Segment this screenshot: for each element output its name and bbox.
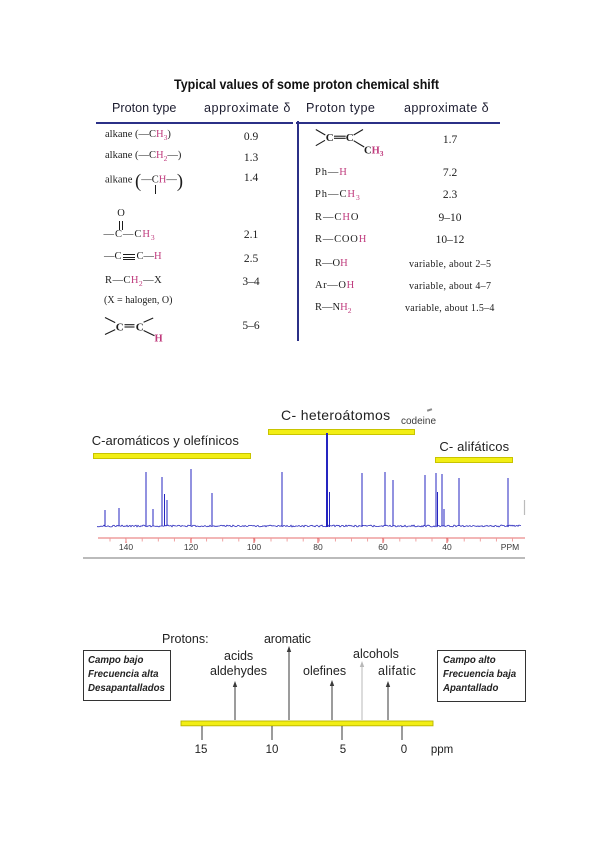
svg-text:10: 10	[266, 744, 279, 756]
svg-text:C: C	[326, 132, 334, 144]
svg-text:PPM: PPM	[501, 542, 519, 552]
svg-text:CH3: CH3	[364, 146, 384, 158]
svg-text:40: 40	[442, 542, 452, 552]
svg-text:C: C	[116, 322, 124, 334]
svg-text:120: 120	[184, 542, 198, 552]
svg-text:80: 80	[313, 542, 323, 552]
svg-text:ppm: ppm	[431, 744, 453, 756]
svg-text:60: 60	[378, 542, 388, 552]
svg-text:0: 0	[401, 744, 407, 756]
svg-text:100: 100	[247, 542, 261, 552]
svg-text:C: C	[346, 132, 354, 144]
svg-text:15: 15	[195, 744, 208, 756]
svg-text:H: H	[155, 334, 163, 345]
svg-text:C: C	[136, 322, 144, 334]
svg-text:5: 5	[340, 744, 346, 756]
svg-text:140: 140	[119, 542, 133, 552]
